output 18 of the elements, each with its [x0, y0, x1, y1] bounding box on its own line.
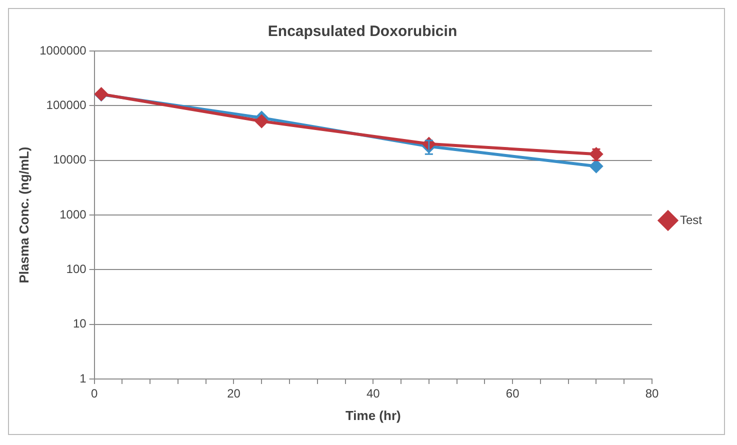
x-tick-label: 80 [645, 386, 659, 401]
x-tick-label: 0 [90, 386, 98, 401]
x-axis-title: Time (hr) [345, 408, 401, 423]
x-tick-label: 20 [227, 386, 241, 401]
x-tick-label: 60 [506, 386, 520, 401]
legend-label: Test [680, 212, 703, 227]
x-tick-label: 40 [366, 386, 380, 401]
y-tick-label: 100 [66, 262, 87, 276]
point [255, 114, 268, 128]
y-tick-label: 1000 [60, 207, 87, 222]
y-axis-title: Plasma Conc. (ng/mL) [16, 146, 32, 284]
y-tick-label: 10000 [52, 152, 87, 167]
point [590, 160, 603, 173]
chart-title: Encapsulated Doxorubicin [268, 23, 458, 40]
y-tick-label: 100000 [46, 98, 87, 112]
y-tick-label: 1000000 [40, 43, 87, 58]
y-tick-label: 10 [72, 316, 87, 331]
y-tick-label: 1 [80, 371, 87, 386]
